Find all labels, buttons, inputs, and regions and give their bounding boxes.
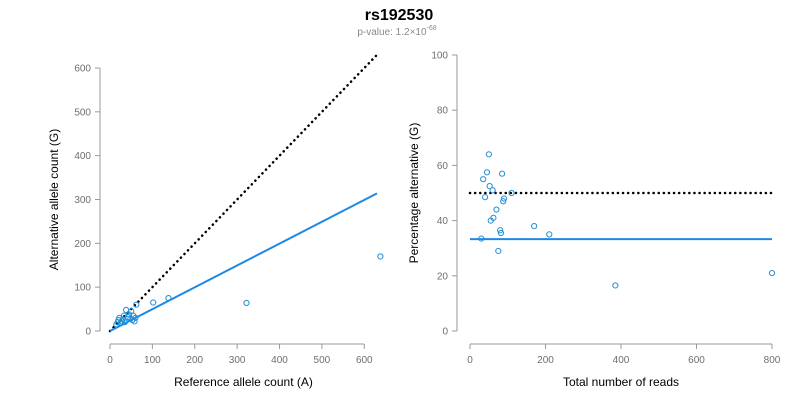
right-data-point (612, 282, 619, 289)
right-data-point (495, 247, 502, 255)
right-data-point (497, 229, 505, 237)
right-data-point (500, 195, 508, 202)
left-reference-dotted-line (108, 53, 379, 333)
right-x-tick-label: 600 (688, 355, 705, 366)
right-y-tick-label: 100 (431, 51, 448, 62)
left-scatter-panel: 0 100 200 300 400 500 600 0 100 200 300 400 500 600 Re… (47, 53, 384, 389)
left-x-tick-label: 400 (271, 355, 288, 366)
left-x-tick-label: 500 (314, 355, 331, 366)
right-data-point (768, 269, 776, 277)
left-data-point (131, 318, 138, 325)
right-x-tick-label: 400 (613, 355, 630, 366)
right-data-point (483, 169, 491, 176)
pvalue-exponent: -68 (427, 25, 437, 32)
right-x-axis-title: Total number of reads (563, 375, 679, 389)
right-x-tick-label: 200 (537, 355, 554, 366)
left-x-tick-label: 100 (144, 355, 161, 366)
right-scatter-panel: 0 200 400 600 800 0 20 40 60 80 100 Total number of… (407, 51, 781, 390)
right-y-tick-label: 80 (437, 106, 449, 117)
left-x-axis-title: Reference allele count (A) (174, 375, 313, 389)
right-data-point (497, 227, 504, 234)
left-data-point (132, 314, 139, 321)
left-x-tick-label: 0 (107, 355, 113, 366)
left-data-point (121, 319, 128, 326)
right-y-tick-label: 60 (437, 161, 449, 172)
left-y-tick-label: 100 (74, 283, 91, 294)
left-data-point (133, 301, 140, 308)
left-y-axis-title: Alternative allele count (G) (47, 129, 61, 270)
chart-title: rs192530 (365, 7, 434, 24)
right-data-point (478, 235, 485, 242)
left-data-point (165, 295, 172, 302)
left-y-tick-label: 200 (74, 239, 91, 250)
left-y-tick-label: 400 (74, 151, 91, 162)
right-y-tick-label: 40 (437, 216, 449, 227)
right-y-tick-label: 20 (437, 271, 449, 282)
left-data-point (377, 253, 384, 260)
pvalue-text: p-value: 1.2×10 (357, 27, 427, 38)
left-y-tick-label: 0 (85, 327, 91, 338)
right-data-point (489, 187, 496, 194)
right-data-point (486, 183, 493, 190)
right-data-point (482, 194, 489, 201)
right-data-point (493, 206, 500, 213)
right-data-point (508, 189, 515, 197)
left-x-tick-label: 200 (186, 355, 203, 366)
right-data-point (490, 214, 497, 221)
left-y-tick-label: 500 (74, 107, 91, 118)
right-data-point (498, 170, 506, 177)
left-fit-line (109, 192, 378, 332)
right-data-point (500, 198, 507, 205)
right-y-tick-label: 0 (442, 327, 448, 338)
right-y-axis-title: Percentage alternative (G) (407, 123, 421, 264)
left-data-point (243, 299, 250, 307)
left-x-tick-label: 600 (356, 355, 373, 366)
right-data-point (485, 151, 492, 158)
right-x-tick-label: 800 (764, 355, 781, 366)
right-x-tick-label: 0 (467, 355, 473, 366)
right-data-point (531, 223, 538, 230)
right-data-point (546, 231, 553, 238)
right-data-point (480, 176, 487, 183)
left-y-tick-label: 300 (74, 195, 91, 206)
left-y-tick-label: 600 (74, 64, 91, 75)
chart-subtitle: p-value: 1.2×10-68 (357, 25, 436, 38)
left-data-point (150, 299, 157, 306)
left-x-tick-label: 300 (229, 355, 246, 366)
